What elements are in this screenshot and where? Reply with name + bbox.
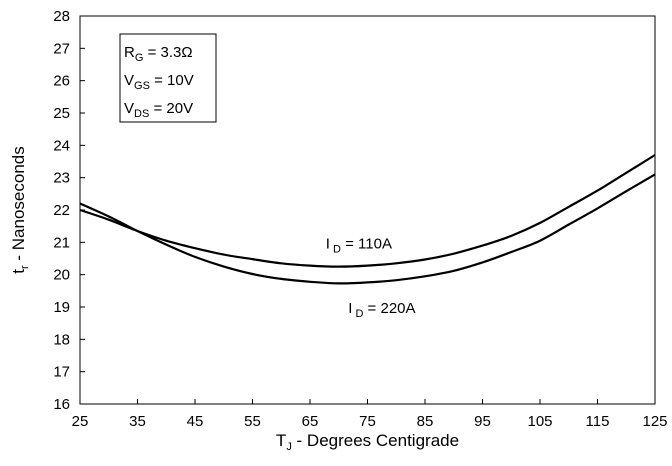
y-tick-label: 17	[53, 364, 70, 381]
x-tick-label: 115	[586, 413, 610, 430]
x-tick-label: 85	[417, 413, 434, 430]
x-tick-label: 95	[474, 413, 491, 430]
x-tick-label: 45	[187, 413, 204, 430]
y-tick-label: 21	[53, 234, 70, 251]
x-tick-label: 105	[527, 413, 552, 430]
series-lines	[79, 154, 656, 285]
y-tick-label: 19	[53, 299, 70, 316]
y-tick-label: 23	[53, 170, 70, 187]
annotations: RG = 3.3Ω VGS = 10V VDS = 20V I D = 110A I D…	[119, 33, 429, 320]
conditions-box	[119, 33, 217, 123]
condition-label: RG = 3.3Ω	[124, 44, 193, 64]
axis-titles: TJ - Degrees Centigrade tr - Nanoseconds	[9, 146, 459, 453]
series-line-220a	[79, 173, 656, 285]
condition-label: VGS = 10V	[124, 72, 194, 92]
x-axis-title: TJ - Degrees Centigrade	[276, 431, 459, 453]
axis-ticks: 25 35 45 55 65 75 85 95 105 115 125 16 17 18 19 20 21 22 2…	[53, 8, 667, 430]
y-tick-label: 22	[53, 202, 70, 219]
y-tick-label: 25	[53, 105, 70, 122]
y-tick-label: 16	[53, 396, 70, 413]
series-line-110a	[79, 154, 656, 268]
x-tick-label: 35	[129, 413, 146, 430]
series-label-220a: I D = 220A	[348, 300, 415, 320]
y-tick-label: 27	[53, 40, 70, 57]
y-tick-label: 20	[53, 267, 70, 284]
x-tick-label: 25	[72, 413, 89, 430]
condition-label: VDS = 20V	[124, 100, 193, 120]
series-label-110a: I D = 110A	[326, 235, 392, 255]
x-tick-label: 65	[302, 413, 319, 430]
x-tick-label: 125	[642, 413, 667, 430]
series-label-bg	[311, 233, 406, 254]
y-tick-label: 18	[53, 331, 70, 348]
x-tick-label: 75	[359, 413, 376, 430]
y-tick-label: 26	[53, 73, 70, 90]
x-tick-label: 55	[244, 413, 261, 430]
series-label-bg	[334, 298, 429, 318]
y-tick-label: 24	[53, 137, 70, 154]
y-tick-label: 28	[53, 8, 70, 25]
y-axis-title: tr - Nanoseconds	[9, 146, 31, 273]
